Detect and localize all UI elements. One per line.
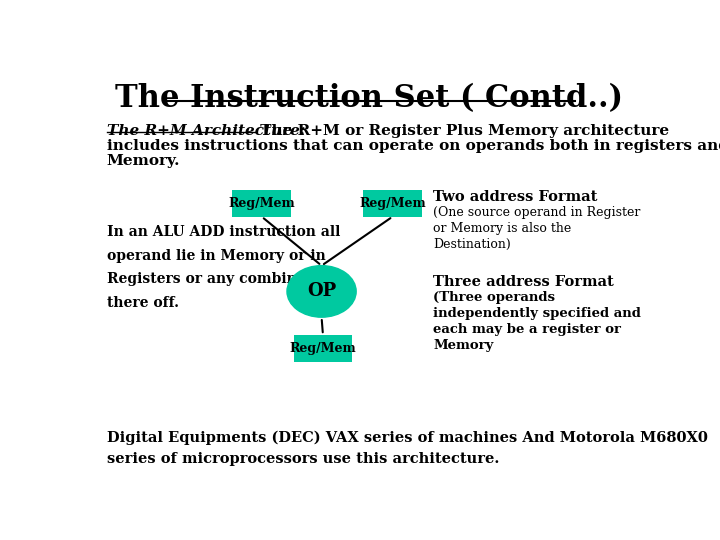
Text: independently specified and: independently specified and bbox=[433, 307, 641, 320]
Text: Reg/Mem: Reg/Mem bbox=[289, 342, 356, 355]
Text: Reg/Mem: Reg/Mem bbox=[228, 197, 295, 210]
Text: Registers or any combination: Registers or any combination bbox=[107, 272, 337, 286]
Circle shape bbox=[287, 266, 356, 317]
Text: Three address Format: Three address Format bbox=[433, 275, 614, 289]
Text: Reg/Mem: Reg/Mem bbox=[359, 197, 426, 210]
Text: Memory: Memory bbox=[433, 339, 493, 352]
Text: operand lie in Memory or in: operand lie in Memory or in bbox=[107, 248, 325, 262]
FancyBboxPatch shape bbox=[364, 190, 422, 217]
Text: series of microprocessors use this architecture.: series of microprocessors use this archi… bbox=[107, 453, 499, 467]
Text: or Memory is also the: or Memory is also the bbox=[433, 222, 572, 235]
Text: The Instruction Set ( Contd..): The Instruction Set ( Contd..) bbox=[115, 84, 623, 114]
Text: Memory.: Memory. bbox=[107, 154, 180, 168]
Text: OP: OP bbox=[307, 282, 336, 300]
Text: The R+M or Register Plus Memory architecture: The R+M or Register Plus Memory architec… bbox=[255, 124, 669, 138]
Text: includes instructions that can operate on operands both in registers and: includes instructions that can operate o… bbox=[107, 139, 720, 153]
Text: each may be a register or: each may be a register or bbox=[433, 323, 621, 336]
Text: Digital Equipments (DEC) VAX series of machines And Motorola M680X0: Digital Equipments (DEC) VAX series of m… bbox=[107, 431, 708, 445]
FancyBboxPatch shape bbox=[233, 190, 291, 217]
Text: (Three operands: (Three operands bbox=[433, 292, 555, 305]
Text: Destination): Destination) bbox=[433, 238, 511, 251]
Text: The R+M Architecture:: The R+M Architecture: bbox=[107, 124, 305, 138]
Text: there off.: there off. bbox=[107, 296, 179, 310]
Text: In an ALU ADD instruction all: In an ALU ADD instruction all bbox=[107, 225, 340, 239]
FancyBboxPatch shape bbox=[294, 335, 352, 362]
Text: Two address Format: Two address Format bbox=[433, 190, 598, 204]
Text: (One source operand in Register: (One source operand in Register bbox=[433, 206, 641, 219]
